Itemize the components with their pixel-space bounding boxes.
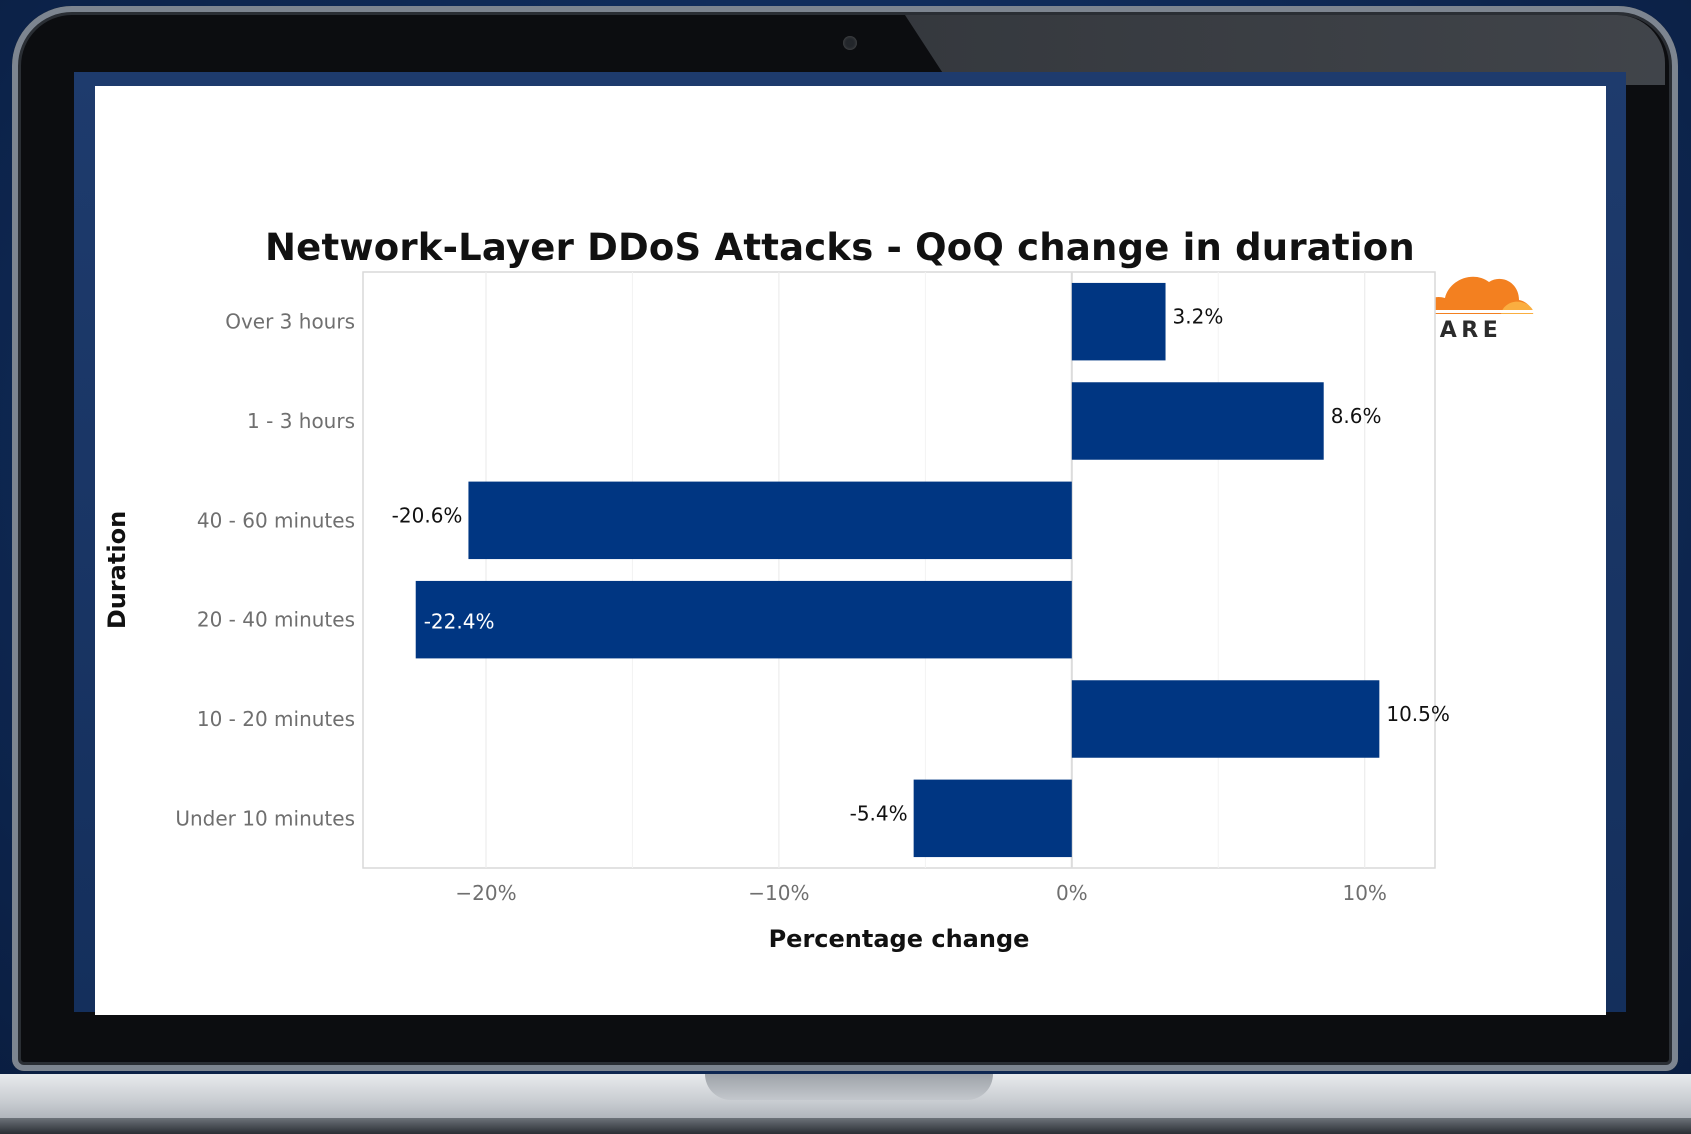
value-label: -22.4% bbox=[424, 610, 495, 634]
category-label: 20 - 40 minutes bbox=[197, 608, 355, 632]
bar bbox=[1071, 680, 1380, 758]
chart-slide: Network-Layer DDoS Attacks - QoQ change … bbox=[95, 86, 1606, 1015]
category-label: 10 - 20 minutes bbox=[197, 707, 355, 731]
value-label: 10.5% bbox=[1386, 702, 1450, 726]
value-label: -20.6% bbox=[392, 503, 463, 527]
value-label: 3.2% bbox=[1173, 305, 1224, 329]
bar bbox=[1071, 382, 1324, 460]
bar bbox=[1071, 282, 1166, 361]
bar bbox=[415, 580, 1072, 659]
laptop-base-notch bbox=[705, 1074, 993, 1100]
cloud-icon bbox=[1415, 276, 1535, 314]
x-tick-label: −20% bbox=[455, 881, 516, 905]
value-label: -5.4% bbox=[850, 801, 908, 825]
x-tick-label: −10% bbox=[748, 881, 809, 905]
bar-chart: Over 3 hours 1 - 3 hours 40 - 60 minutes 20… bbox=[103, 271, 1450, 953]
category-label: 40 - 60 minutes bbox=[197, 508, 355, 532]
chart-title: Network-Layer DDoS Attacks - QoQ change … bbox=[265, 226, 1415, 269]
webcam-icon bbox=[843, 36, 857, 50]
bar bbox=[468, 481, 1072, 560]
category-label: Under 10 minutes bbox=[175, 806, 355, 830]
y-axis-title: Duration bbox=[103, 511, 131, 629]
category-label: Over 3 hours bbox=[225, 310, 355, 334]
bar bbox=[913, 779, 1072, 858]
x-axis-title: Percentage change bbox=[769, 925, 1030, 953]
x-tick-label: 0% bbox=[1056, 881, 1088, 905]
category-label: 1 - 3 hours bbox=[247, 409, 355, 433]
value-label: 8.6% bbox=[1331, 404, 1382, 428]
laptop-base-shadow bbox=[0, 1118, 1691, 1134]
plot-panel bbox=[362, 271, 1436, 869]
x-tick-label: 10% bbox=[1342, 881, 1386, 905]
